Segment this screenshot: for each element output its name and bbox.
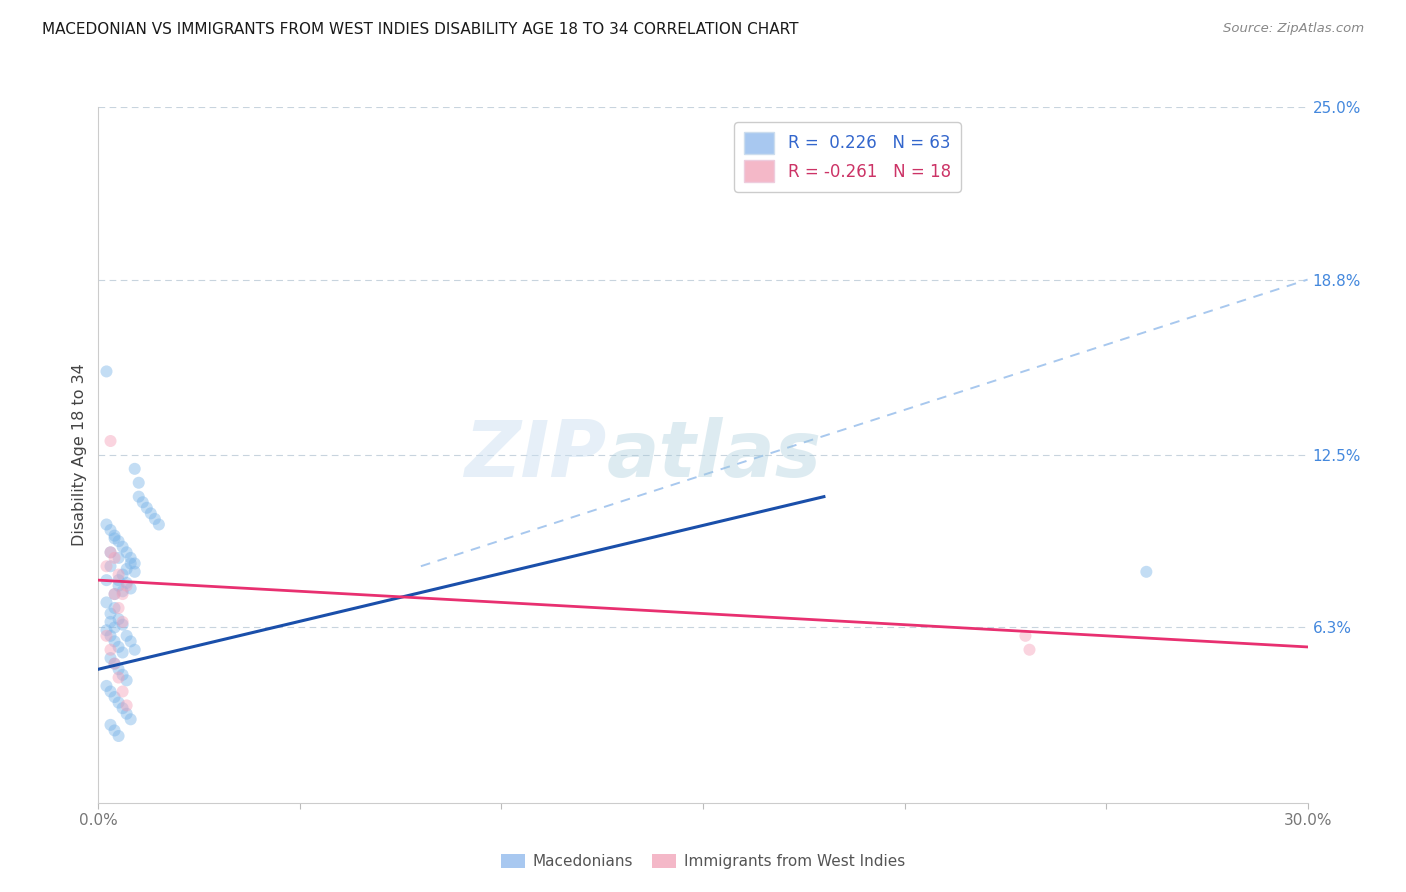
Point — [103, 634, 125, 648]
Point — [111, 587, 134, 601]
Point — [100, 607, 122, 621]
Legend: Macedonians, Immigrants from West Indies: Macedonians, Immigrants from West Indies — [495, 848, 911, 875]
Text: MACEDONIAN VS IMMIGRANTS FROM WEST INDIES DISABILITY AGE 18 TO 34 CORRELATION CH: MACEDONIAN VS IMMIGRANTS FROM WEST INDIE… — [42, 22, 799, 37]
Point — [100, 545, 122, 559]
Point — [107, 573, 129, 587]
Point — [96, 679, 118, 693]
Point — [1014, 629, 1036, 643]
Point — [96, 624, 118, 638]
Point — [107, 662, 129, 676]
Point — [107, 729, 129, 743]
Point — [120, 582, 142, 596]
Point — [124, 642, 146, 657]
Point — [124, 565, 146, 579]
Point — [103, 550, 125, 565]
Point — [103, 657, 125, 671]
Point — [107, 601, 129, 615]
Point — [107, 640, 129, 654]
Point — [1135, 565, 1157, 579]
Point — [115, 698, 138, 713]
Legend: R =  0.226   N = 63, R = -0.261   N = 18: R = 0.226 N = 63, R = -0.261 N = 18 — [734, 122, 960, 192]
Point — [100, 718, 122, 732]
Point — [96, 559, 118, 574]
Point — [103, 601, 125, 615]
Point — [107, 579, 129, 593]
Point — [111, 684, 134, 698]
Point — [96, 364, 118, 378]
Point — [120, 712, 142, 726]
Point — [1018, 642, 1040, 657]
Text: Source: ZipAtlas.com: Source: ZipAtlas.com — [1223, 22, 1364, 36]
Point — [115, 545, 138, 559]
Point — [111, 701, 134, 715]
Point — [100, 651, 122, 665]
Point — [107, 671, 129, 685]
Point — [103, 723, 125, 738]
Point — [100, 684, 122, 698]
Point — [103, 587, 125, 601]
Point — [100, 642, 122, 657]
Point — [128, 475, 150, 490]
Point — [103, 620, 125, 634]
Point — [107, 612, 129, 626]
Point — [111, 617, 134, 632]
Point — [107, 534, 129, 549]
Point — [100, 629, 122, 643]
Point — [111, 567, 134, 582]
Point — [124, 462, 146, 476]
Text: ZIP: ZIP — [464, 417, 606, 493]
Point — [100, 434, 122, 448]
Point — [128, 490, 150, 504]
Point — [103, 690, 125, 704]
Point — [96, 573, 118, 587]
Point — [103, 528, 125, 542]
Point — [107, 550, 129, 565]
Point — [115, 673, 138, 688]
Point — [100, 615, 122, 629]
Point — [135, 500, 157, 515]
Point — [111, 584, 134, 599]
Point — [115, 576, 138, 591]
Point — [115, 706, 138, 721]
Point — [96, 629, 118, 643]
Point — [96, 517, 118, 532]
Point — [103, 587, 125, 601]
Point — [100, 523, 122, 537]
Point — [120, 634, 142, 648]
Point — [143, 512, 166, 526]
Point — [100, 559, 122, 574]
Point — [115, 562, 138, 576]
Text: atlas: atlas — [606, 417, 821, 493]
Point — [115, 579, 138, 593]
Y-axis label: Disability Age 18 to 34: Disability Age 18 to 34 — [72, 364, 87, 546]
Point — [103, 657, 125, 671]
Point — [139, 507, 162, 521]
Point — [111, 646, 134, 660]
Point — [107, 696, 129, 710]
Point — [111, 540, 134, 554]
Point — [103, 532, 125, 546]
Point — [111, 667, 134, 681]
Point — [120, 550, 142, 565]
Point — [124, 557, 146, 571]
Point — [111, 615, 134, 629]
Point — [132, 495, 155, 509]
Point — [107, 567, 129, 582]
Point — [148, 517, 170, 532]
Point — [96, 595, 118, 609]
Point — [100, 545, 122, 559]
Point — [115, 629, 138, 643]
Point — [120, 557, 142, 571]
